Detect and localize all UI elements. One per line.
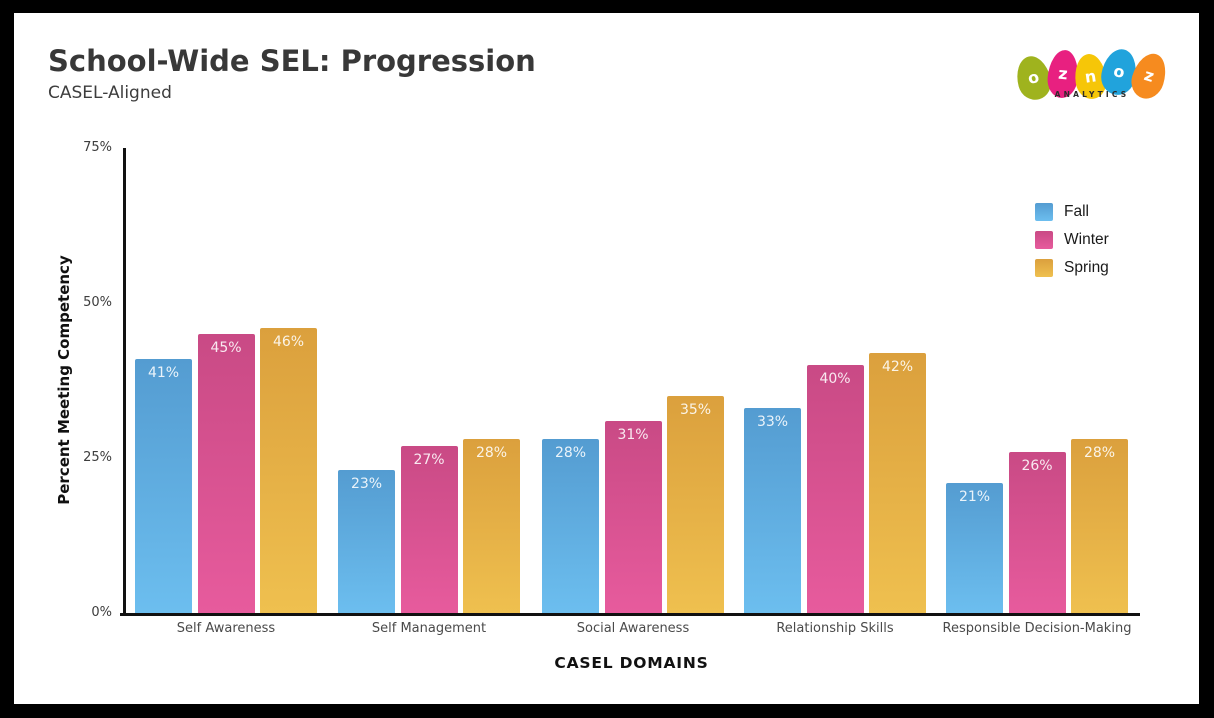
bar-fall-self-awareness: 41% [135,358,192,613]
bar-value-label: 31% [617,426,649,443]
chart-legend: Fall Winter Spring [1035,203,1109,287]
bar-value-label: 28% [475,445,508,462]
bar-spring-self-awareness: 46% [260,327,317,613]
logo-letter: o [1112,61,1127,82]
bar-spring-relationship-skills: 42% [869,352,926,613]
bar-winter-responsible-decision-making: 26% [1008,451,1066,613]
bar-fall-social-awareness: 28% [542,439,599,613]
bar-value-label: 40% [819,371,851,387]
logo-letter: n [1083,65,1098,87]
legend-swatch-fall [1035,203,1053,221]
y-tick-label-25: 25% [83,450,112,465]
logo-letter: z [1057,63,1069,84]
bar-winter-social-awareness: 31% [604,420,662,613]
bar-value-label: 21% [958,488,991,505]
bar-group-relationship-skills: 33% 40% 42% [744,148,926,613]
y-tick-label-0: 0% [91,605,112,620]
x-tick-label-social-awareness: Social Awareness [576,621,690,636]
bar-value-label: 23% [350,476,383,493]
title-block: School-Wide SEL: Progression CASEL-Align… [48,44,536,103]
bar-value-label: 26% [1021,457,1053,474]
bar-value-label: 41% [147,364,180,381]
bar-fall-self-management: 23% [338,470,395,613]
legend-item-fall: Fall [1035,203,1109,221]
page-subtitle: CASEL-Aligned [48,83,172,103]
legend-label: Winter [1064,231,1109,248]
bar-group-self-management: 23% 27% 28% [338,148,520,613]
bar-value-label: 46% [272,333,305,350]
bar-value-label: 33% [756,414,789,431]
legend-swatch-spring [1035,259,1053,277]
y-axis-title: Percent Meeting Competency [55,255,73,505]
bar-group-self-awareness: 41% 45% 46% [135,148,317,613]
bar-group-responsible-decision-making: 21% 26% 28% [946,148,1128,613]
bar-spring-responsible-decision-making: 28% [1071,439,1128,613]
bar-value-label: 35% [679,402,712,418]
bar-value-label: 28% [1083,445,1116,462]
x-tick-label-self-management: Self Management [371,621,487,636]
y-tick-label-75: 75% [83,140,112,155]
x-axis-line [120,613,1140,616]
x-tick-label-self-awareness: Self Awareness [176,621,276,636]
bar-spring-social-awareness: 35% [667,396,724,613]
bar-fall-relationship-skills: 33% [744,408,801,613]
legend-label: Spring [1064,259,1109,276]
bar-winter-relationship-skills: 40% [806,365,864,613]
bar-value-label: 27% [413,451,445,468]
legend-swatch-winter [1035,231,1053,249]
bar-winter-self-awareness: 45% [197,334,255,613]
bar-value-label: 42% [881,358,914,375]
bar-spring-self-management: 28% [463,439,520,613]
logo-letter: o [1025,66,1042,89]
y-axis-line [123,148,126,615]
logo-tagline: ANALYTICS [1054,90,1130,99]
chart-sheet: School-Wide SEL: Progression CASEL-Align… [14,13,1199,704]
bar-fall-responsible-decision-making: 21% [946,482,1003,613]
legend-item-winter: Winter [1035,231,1109,249]
x-tick-label-responsible-decision-making: Responsible Decision-Making [942,621,1132,636]
logo-letter: z [1141,65,1157,86]
legend-item-spring: Spring [1035,259,1109,277]
bar-value-label: 28% [554,445,587,462]
bar-winter-self-management: 27% [400,445,458,613]
x-tick-label-relationship-skills: Relationship Skills [776,621,894,636]
legend-label: Fall [1064,203,1089,220]
bar-group-social-awareness: 28% 31% 35% [542,148,724,613]
x-axis-title: CASEL DOMAINS [554,654,709,672]
bar-value-label: 45% [210,340,242,356]
y-tick-label-50: 50% [83,295,112,310]
page-title: School-Wide SEL: Progression [48,44,536,78]
